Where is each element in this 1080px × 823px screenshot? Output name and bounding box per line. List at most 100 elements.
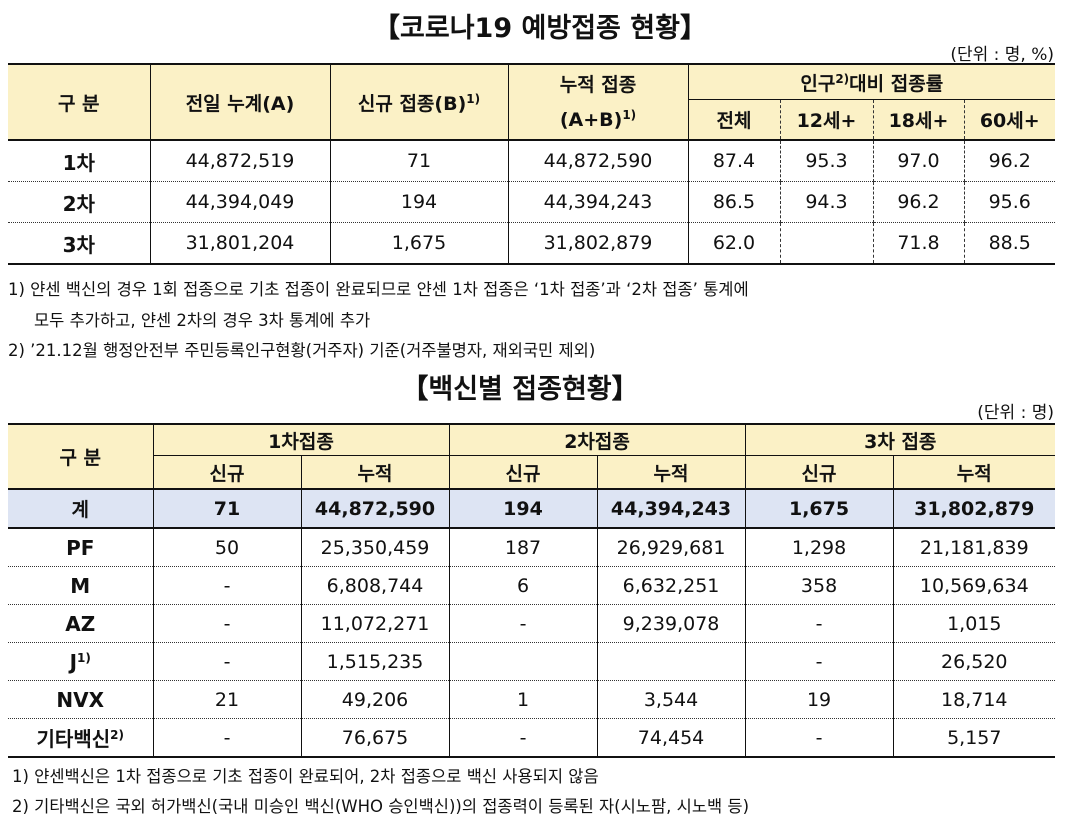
cell-d1-new: 21 <box>152 680 301 719</box>
cell-d3-new: 1,675 <box>744 488 894 529</box>
cell-d2-new: 194 <box>448 488 598 529</box>
cell-new: 194 <box>329 181 508 223</box>
section1-note-2: 2) ’21.12월 행정안전부 주민등록인구현황(거주자) 기준(거주불명자,… <box>8 341 596 360</box>
cell-d1-cum: 25,350,459 <box>300 528 450 567</box>
header-dose1-new: 신규 <box>152 455 301 489</box>
section2-note-2: 2) 기타백신은 국외 허가백신(국내 미승인 백신(WHO 승인백신))의 접… <box>12 797 750 816</box>
cell-d3-cum: 26,520 <box>892 642 1056 681</box>
header-age12: 12세+ <box>779 99 873 141</box>
cell-d2-cum: 74,454 <box>596 718 746 757</box>
cell-d2-new <box>448 642 598 681</box>
header-cumulative-line2: (A+B) <box>559 108 623 131</box>
cell-rate-18: 71.8 <box>872 222 964 264</box>
cell-d2-new: 1 <box>448 680 598 719</box>
header-new-text: 신규 접종(B) <box>357 92 467 115</box>
cell-d1-new: 71 <box>152 488 301 529</box>
cell-new: 71 <box>329 140 508 182</box>
cell-d2-cum: 6,632,251 <box>596 566 746 605</box>
cell-d1-cum: 6,808,744 <box>300 566 450 605</box>
row-label: NVX <box>8 680 153 719</box>
cell-d2-cum: 44,394,243 <box>596 488 746 529</box>
header-prev-cumulative: 전일 누계(A) <box>149 64 330 141</box>
vaccine-type-table: 구 분 1차접종 2차접종 3차 접종 신규 누적 신규 누적 신규 누적 계 … <box>8 423 1056 758</box>
table-row: 1차 44,872,519 71 44,872,590 87.4 95.3 97… <box>8 140 1056 182</box>
cell-d3-new: 1,298 <box>744 528 894 567</box>
cell-prev: 31,801,204 <box>149 222 330 264</box>
section2-unit: (단위 : 명) <box>977 403 1054 423</box>
header-rate-prefix: 인구 <box>800 72 836 95</box>
table1-header-row: 구 분 전일 누계(A) 신규 접종(B)1) 누적 접종 (A+B)1) 인구… <box>8 64 1056 141</box>
row-label-text: AZ <box>65 611 96 636</box>
cell-d2-cum: 9,239,078 <box>596 604 746 643</box>
row-label-footnote: 2) <box>110 728 124 742</box>
cell-d3-cum: 1,015 <box>892 604 1056 643</box>
section1-unit: (단위 : 명, %) <box>950 45 1054 65</box>
header-new-footnote: 1) <box>466 91 481 106</box>
cell-new: 1,675 <box>329 222 508 264</box>
cell-prev: 44,872,519 <box>149 140 330 182</box>
cell-rate-all: 87.4 <box>687 140 780 182</box>
section2-note-1: 1) 얀센백신은 1차 접종으로 기초 접종이 완료되어, 2차 접종으로 백신… <box>12 767 599 786</box>
table2-subheader-row: 신규 누적 신규 누적 신규 누적 <box>8 455 1056 489</box>
table2-header-row: 구 분 1차접종 2차접종 3차 접종 <box>8 424 1056 469</box>
cell-d2-cum <box>596 642 746 681</box>
header-rate-footnote: 2) <box>835 71 850 86</box>
row-label: PF <box>8 528 153 567</box>
cell-d1-new: - <box>152 642 301 681</box>
table-row: J1) - 1,515,235 - 26,520 <box>8 642 1056 681</box>
header-dose1-cum: 누적 <box>300 455 450 489</box>
cell-prev: 44,394,049 <box>149 181 330 223</box>
cell-d1-cum: 1,515,235 <box>300 642 450 681</box>
row-label-text: M <box>70 573 91 598</box>
cell-d3-cum: 18,714 <box>892 680 1056 719</box>
cell-d1-cum: 44,872,590 <box>300 488 450 529</box>
cell-d1-new: - <box>152 604 301 643</box>
cell-d2-new: - <box>448 604 598 643</box>
header-age18: 18세+ <box>872 99 964 141</box>
header-rate-suffix: 대비 접종률 <box>849 72 944 95</box>
table-row: 기타백신2) - 76,675 - 74,454 - 5,157 <box>8 718 1056 757</box>
row-label-text: 기타백신 <box>36 727 111 751</box>
cell-d1-cum: 49,206 <box>300 680 450 719</box>
header-dose3-cum: 누적 <box>892 455 1056 489</box>
cell-d2-new: - <box>448 718 598 757</box>
row-label: AZ <box>8 604 153 643</box>
cell-d2-cum: 26,929,681 <box>596 528 746 567</box>
cell-d2-new: 6 <box>448 566 598 605</box>
table-row: 3차 31,801,204 1,675 31,802,879 62.0 71.8… <box>8 222 1056 264</box>
row-label-text: NVX <box>56 687 105 712</box>
cell-rate-all: 86.5 <box>687 181 780 223</box>
table-row: 2차 44,394,049 194 44,394,243 86.5 94.3 9… <box>8 181 1056 223</box>
header-all: 전체 <box>687 99 780 141</box>
cell-d1-new: - <box>152 566 301 605</box>
cell-d3-new: 19 <box>744 680 894 719</box>
header-dose3-new: 신규 <box>744 455 894 489</box>
total-row: 계 71 44,872,590 194 44,394,243 1,675 31,… <box>8 488 1056 529</box>
header-gubun: 구 분 <box>8 64 150 141</box>
row-label: 1차 <box>62 150 95 175</box>
cell-rate-60: 96.2 <box>963 140 1056 182</box>
table-row: AZ - 11,072,271 - 9,239,078 - 1,015 <box>8 604 1056 643</box>
section1-title: 【코로나19 예방접종 현황】 <box>373 13 707 44</box>
cell-d3-cum: 21,181,839 <box>892 528 1056 567</box>
row-label: 2차 <box>8 181 150 223</box>
header-cumulative: 누적 접종 (A+B)1) <box>507 64 688 141</box>
cell-d1-cum: 76,675 <box>300 718 450 757</box>
vaccination-status-table: 구 분 전일 누계(A) 신규 접종(B)1) 누적 접종 (A+B)1) 인구… <box>8 63 1056 265</box>
cell-rate-12: 95.3 <box>779 140 873 182</box>
row-label-text: PF <box>66 535 95 560</box>
row-label-footnote: 1) <box>77 650 91 665</box>
header-population-rate: 인구2)대비 접종률 <box>687 64 1056 100</box>
cell-cumulative: 44,394,243 <box>507 181 688 223</box>
cell-d3-cum: 31,802,879 <box>892 488 1056 529</box>
row-label: M <box>8 566 153 605</box>
cell-cumulative: 31,802,879 <box>507 222 688 264</box>
header-cumulative-line2-wrap: (A+B)1) <box>509 100 688 135</box>
header-dose1: 1차접종 <box>152 424 450 456</box>
cell-rate-all: 62.0 <box>687 222 780 264</box>
cell-rate-12: 94.3 <box>779 181 873 223</box>
cell-rate-60: 95.6 <box>963 181 1056 223</box>
header-age60: 60세+ <box>963 99 1056 141</box>
cell-d3-cum: 5,157 <box>892 718 1056 757</box>
header-dose2-cum: 누적 <box>596 455 746 489</box>
